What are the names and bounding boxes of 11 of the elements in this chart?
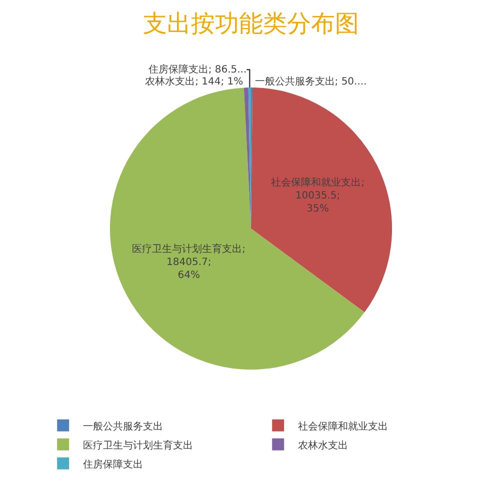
data-label: 农林水支出; 144; 1% [145,76,244,88]
chart-title: 支出按功能类分布图 [143,10,359,38]
legend-label: 医疗卫生与计划生育支出 [83,439,194,452]
legend-label: 住房保障支出 [83,458,144,470]
legend-label: 农林水支出 [298,439,348,452]
data-label: 一般公共服务支出; 50.... [254,76,367,88]
legend-label: 社会保障和就业支出 [298,420,388,432]
data-label: 住房保障支出; 86.5... [148,64,247,76]
data-label: 医疗卫生与计划生育支出; 18405.7; 64% [132,242,246,281]
data-label: 社会保障和就业支出; 10035.5; 35% [271,176,364,214]
legend-label: 一般公共服务支出 [83,420,164,432]
